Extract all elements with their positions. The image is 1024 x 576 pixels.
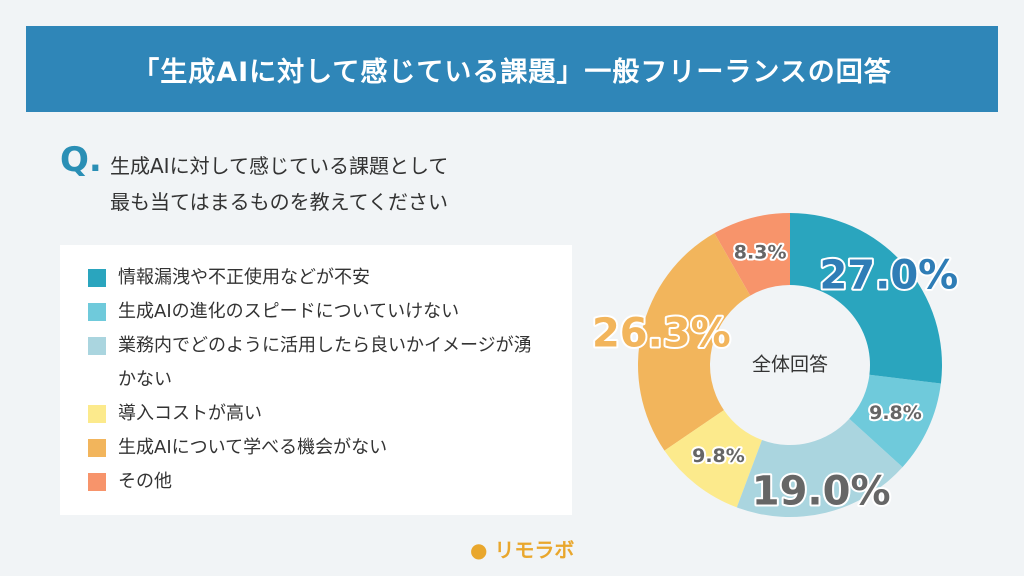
legend-swatch (88, 439, 106, 457)
logo: ● リモラボ (470, 538, 575, 562)
legend-swatch (88, 337, 106, 355)
donut-segment (664, 410, 763, 508)
question-line: 最も当てはまるものを教えてください (110, 190, 448, 214)
value-label: 9.8% (869, 402, 922, 424)
donut-segment (736, 418, 903, 517)
donut-segment (638, 233, 751, 451)
title-banner: 「生成AIに対して感じている課題」一般フリーランスの回答 (26, 26, 998, 112)
value-label: 9.8% (692, 445, 745, 467)
legend-swatch (88, 473, 106, 491)
logo-text: リモラボ (494, 538, 575, 562)
title: 「生成AIに対して感じている課題」一般フリーランスの回答 (132, 56, 892, 88)
legend-item: その他 (88, 465, 548, 499)
donut-segment (790, 213, 942, 384)
legend-item: 業務内でどのように活用したら良いかイメージが湧かない (88, 329, 548, 397)
legend-label: 生成AIの進化のスピードについていけない (118, 301, 460, 322)
legend-label: 業務内でどのように活用したら良いかイメージが湧かない (118, 335, 532, 390)
legend-item: 導入コストが高い (88, 397, 548, 431)
question-mark: Q. (60, 140, 102, 180)
value-label: 26.3% (592, 310, 731, 356)
value-label: 19.0% (752, 468, 891, 514)
legend-item: 情報漏洩や不正使用などが不安 (88, 261, 548, 295)
legend-swatch (88, 405, 106, 423)
legend-swatch (88, 303, 106, 321)
legend-item: 生成AIの進化のスピードについていけない (88, 295, 548, 329)
question-line: 生成AIに対して感じている課題として (110, 154, 449, 178)
legend-label: 生成AIについて学べる機会がない (118, 437, 388, 458)
legend: 情報漏洩や不正使用などが不安生成AIの進化のスピードについていけない業務内でどの… (60, 245, 572, 515)
value-label: 27.0% (819, 253, 958, 299)
center-label: 全体回答 (752, 354, 828, 376)
legend-label: 情報漏洩や不正使用などが不安 (118, 267, 370, 288)
legend-label: その他 (118, 471, 172, 492)
value-label: 8.3% (734, 241, 787, 263)
legend-item: 生成AIについて学べる機会がない (88, 431, 548, 465)
donut-segment (714, 213, 790, 296)
donut-segment (849, 374, 941, 468)
legend-label: 導入コストが高い (118, 403, 262, 424)
legend-swatch (88, 269, 106, 287)
